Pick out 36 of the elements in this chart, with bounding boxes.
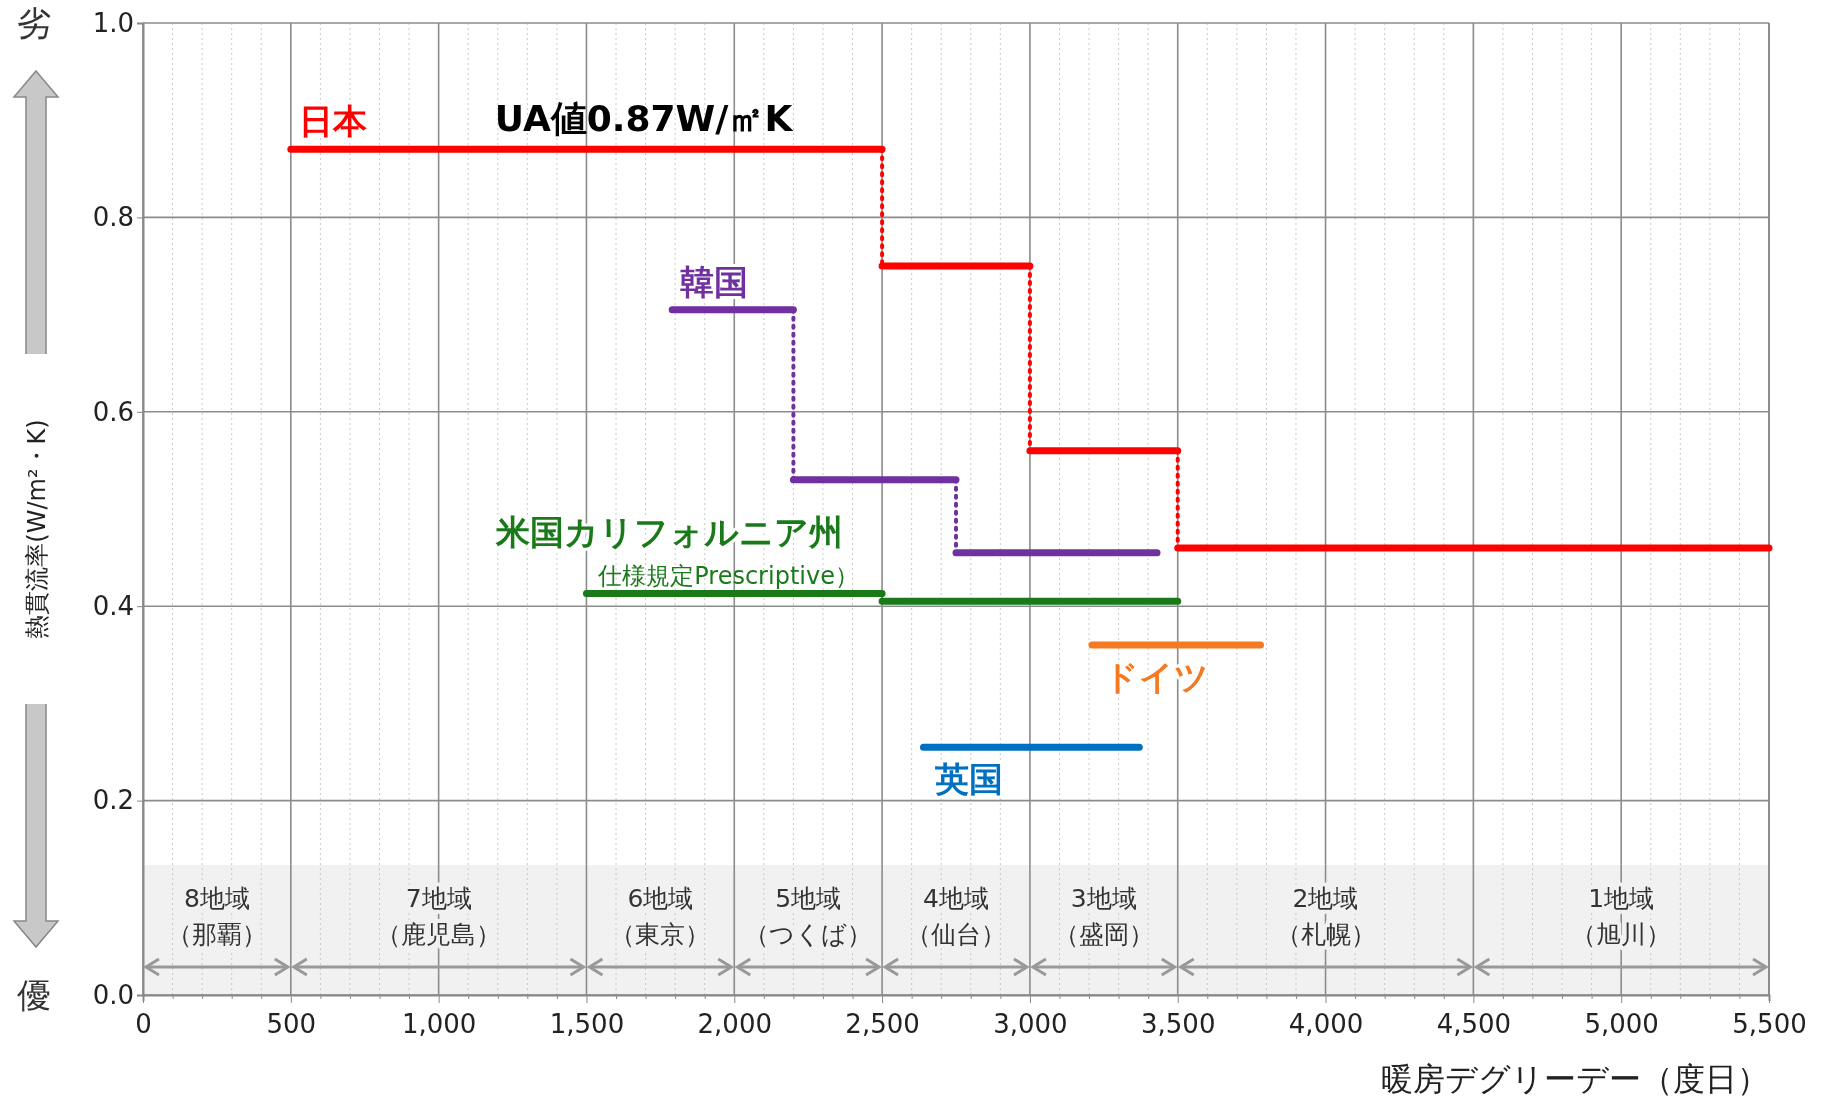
band-label: 4地域（仙台） [906,884,1006,949]
y-tick-label: 0.8 [92,202,134,233]
y-tick-label: 0.4 [92,591,134,622]
y-tick-label: 0.2 [92,785,134,816]
band-label: 2地域（札幌） [1275,884,1376,949]
band-label: 3地域（盛岡） [1053,884,1154,949]
x-tick-label: 4,000 [1288,1008,1364,1039]
x-tick-label: 1,000 [401,1008,477,1039]
x-tick-label: 500 [266,1008,317,1039]
band-label: 8地域（那覇） [166,884,267,949]
y-tick-label: 0.0 [92,979,134,1010]
x-tick-label: 3,000 [993,1008,1068,1039]
text: 優 [17,975,51,1015]
series-label: 英国 [934,759,1004,800]
annotation: UA値0.87W/㎡K [494,98,794,140]
x-tick-label: 4,500 [1436,1008,1512,1039]
band-label: 7地域（鹿児島） [376,884,502,949]
band-label: 6地域（東京） [610,884,711,949]
series-label: ドイツ [1103,657,1209,698]
x-tick-label: 1,500 [549,1008,625,1039]
annotation: 仕様規定Prescriptive） [597,561,859,590]
x-tick-label: 5,500 [1732,1008,1807,1039]
x-axis-title: 暖房デグリーデー（度日） [1381,1060,1769,1098]
series-label: 米国カリフォルニア州 [495,511,844,552]
band-label: 1地域（旭川） [1571,884,1672,949]
y-tick-label: 0.6 [92,396,134,427]
x-tick-label: 5,000 [1584,1008,1659,1039]
text: 劣 [17,3,51,43]
series-label: 日本 [298,101,368,142]
x-tick-label: 2,500 [845,1008,920,1039]
x-tick-label: 0 [135,1008,152,1039]
band-label: 5地域（つくば） [744,884,873,949]
x-tick-label: 2,000 [697,1008,772,1039]
y-tick-label: 1.0 [92,7,134,38]
x-tick-label: 3,500 [1141,1008,1216,1039]
y-axis-title: 熱貫流率(W/m²・K) [23,419,51,639]
